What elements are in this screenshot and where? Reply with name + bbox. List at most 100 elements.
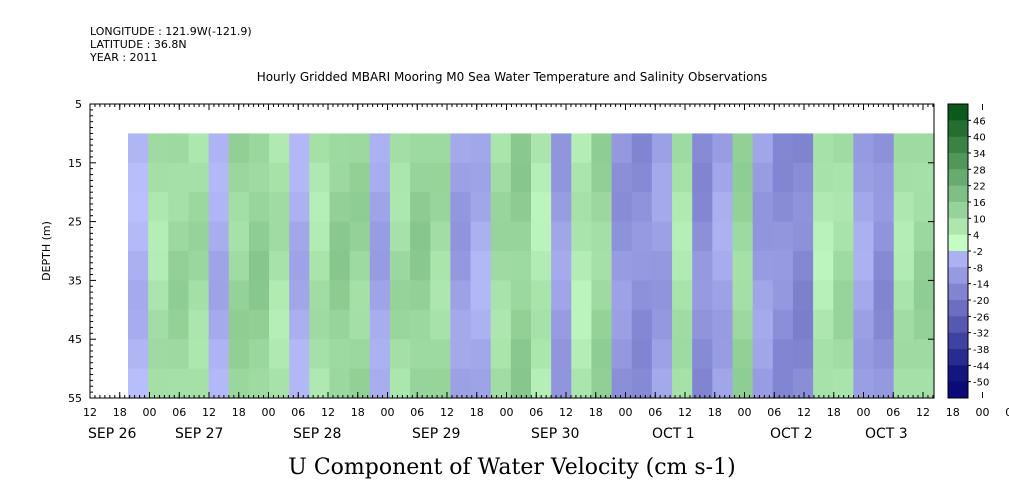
heatmap-cell [148,309,169,340]
heatmap-cell [853,280,875,311]
x-hour-label: 18 [827,406,841,419]
colorbar-swatch [948,136,968,154]
heatmap-cell [208,133,230,164]
heatmap-cell [833,368,854,399]
heatmap-cell [591,339,613,370]
heatmap-cell [450,133,472,164]
heatmap-cell [571,309,593,340]
heatmap-cell [591,133,613,164]
x-hour-label: 00 [857,406,871,419]
heatmap-cell [309,368,331,399]
heatmap-cell [289,221,310,252]
heatmap-cell [430,309,451,340]
heatmap-cell [369,133,391,164]
heatmap-cell [853,192,875,223]
heatmap-cell [873,221,895,252]
colorbar-label: 40 [973,133,986,144]
heatmap-cell [752,192,774,223]
heatmap-cell [772,162,794,193]
heatmap-cell [712,162,734,193]
x-hour-label: 12 [440,406,454,419]
heatmap-cell [510,221,532,252]
colorbar-swatch [948,169,968,187]
heatmap-cell [792,280,814,311]
x-hour-label: 06 [410,406,424,419]
heatmap-cell [269,162,290,193]
heatmap-cell [510,309,532,340]
heatmap-cell [349,133,371,164]
heatmap-cell [490,280,512,311]
heatmap-cell [389,133,411,164]
heatmap-cell [571,280,593,311]
heatmap-cell [672,280,693,311]
heatmap-cell [188,192,210,223]
heatmap-cell [913,339,935,370]
x-hour-label: 06 [172,406,186,419]
heatmap-cell [248,339,270,370]
heatmap-cell [228,192,250,223]
heatmap-cell [228,368,250,399]
heatmap-cell [128,133,149,164]
x-axis-label: U Component of Water Velocity (cm s-1) [288,455,735,480]
heatmap-cell [651,280,673,311]
heatmap-cell [389,192,411,223]
heatmap-cell [531,221,552,252]
heatmap-cell [168,368,190,399]
heatmap-cell [631,162,653,193]
heatmap-cell [692,339,713,370]
heatmap-cell [248,221,270,252]
heatmap-cell [490,251,512,281]
heatmap-cell [591,368,613,399]
heatmap-cell [571,192,593,223]
heatmap-cell [893,368,915,399]
heatmap-cell [450,368,472,399]
colorbar-label: -44 [973,361,989,372]
heatmap-cell [913,133,935,164]
heatmap-cell [792,133,814,164]
colorbar-label: -50 [973,378,989,389]
heatmap-cell [571,162,593,193]
heatmap-cell [893,251,915,281]
heatmap-cell [631,309,653,340]
heatmap-cell [893,280,915,311]
heatmap-cell [289,162,310,193]
heatmap-cell [551,221,572,252]
heatmap-cell [551,280,572,311]
heatmap-cell [631,368,653,399]
heatmap-cell [128,280,149,311]
heatmap-cell [772,133,794,164]
heatmap-cell [551,133,572,164]
heatmap-cell [692,280,713,311]
heatmap-cell [188,368,210,399]
heatmap-cell [510,133,532,164]
heatmap-cell [531,309,552,340]
heatmap-cell [309,309,331,340]
y-tick-label: 45 [68,333,82,346]
heatmap-cell [430,339,451,370]
colorbar-swatch [948,104,968,121]
heatmap-cell [531,133,552,164]
heatmap-cell [248,133,270,164]
heatmap-cell [792,339,814,370]
heatmap-cell [470,280,492,311]
heatmap-cell [410,251,431,281]
colorbar-label: -2 [973,247,983,258]
heatmap-cell [410,309,431,340]
x-hour-label: 18 [351,406,365,419]
heatmap-cell [651,368,673,399]
heatmap-cell [611,280,633,311]
heatmap-cell [329,339,351,370]
heatmap-cell [813,368,834,399]
heatmap-cell [893,162,915,193]
heatmap-cell [893,133,915,164]
heatmap-cell [208,309,230,340]
heatmap-cell [128,368,149,399]
heatmap-cell [148,251,169,281]
heatmap-cell [389,221,411,252]
heatmap-cell [833,339,854,370]
heatmap-cell [510,251,532,281]
heatmap-cell [692,309,713,340]
heatmap-cell [712,309,734,340]
longitude-label: LONGITUDE : 121.9W(-121.9) [90,25,252,38]
heatmap-cell [631,192,653,223]
